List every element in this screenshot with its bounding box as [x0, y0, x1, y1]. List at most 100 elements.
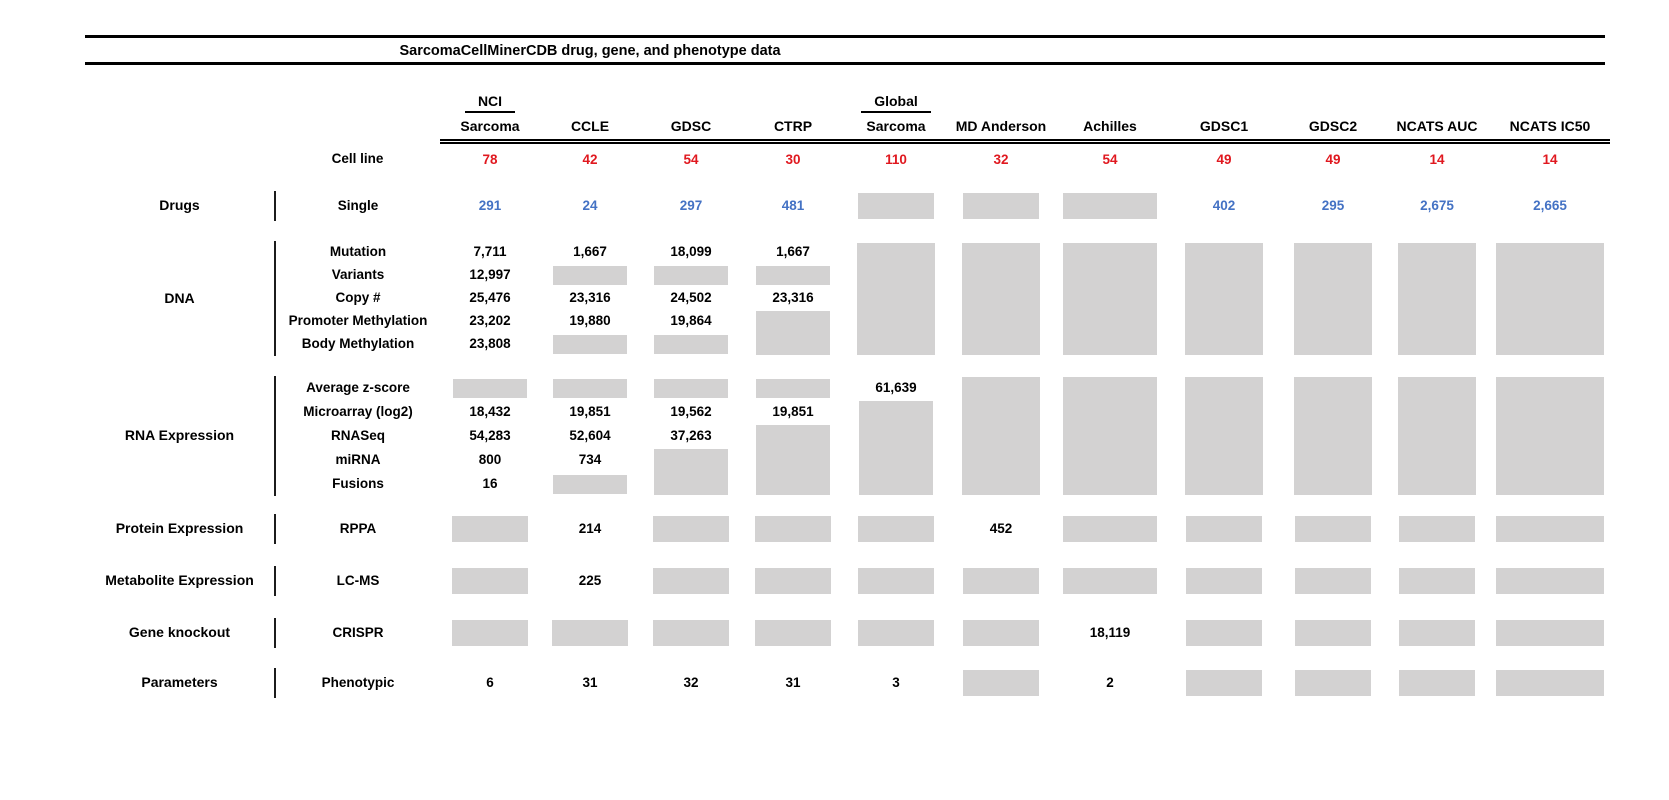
row-label: Cell line	[331, 150, 384, 166]
missing-data-box	[654, 449, 728, 495]
value-cell: 52,604	[569, 427, 611, 443]
value-cell: 19,562	[670, 403, 712, 419]
missing-data-box	[1399, 620, 1475, 646]
missing-data-box	[755, 568, 831, 594]
missing-data-box	[756, 311, 830, 355]
value-cell: 452	[989, 520, 1013, 536]
table-row-drugs-single: Drugs Single 291 24 297 481 402 295 2,67…	[85, 191, 1610, 221]
value-cell: 32	[683, 674, 699, 690]
value-cell: 19,864	[670, 313, 712, 329]
table-row-metabolite-lcms: Metabolite Expression LC-MS 225	[85, 566, 1610, 596]
missing-data-box	[653, 516, 729, 542]
missing-data-box	[654, 266, 728, 285]
row-label: RPPA	[339, 520, 377, 536]
row-label: Copy #	[335, 290, 381, 306]
column-header: GDSC2	[1282, 115, 1384, 144]
value-cell: 18,119	[1089, 624, 1131, 640]
column-header: Sarcoma	[844, 115, 948, 144]
table-row-dna-copy-number: Copy # 25,476 23,316 24,502 23,316	[85, 287, 1610, 310]
missing-data-box	[1186, 620, 1262, 646]
missing-data-box	[1186, 670, 1262, 696]
missing-data-box	[963, 193, 1039, 219]
value-cell: 23,202	[469, 313, 511, 329]
value-cell: 800	[478, 451, 502, 467]
column-header: NCATS AUC	[1384, 115, 1490, 144]
value-cell: 12,997	[469, 267, 511, 283]
value-cell: 291	[478, 197, 502, 213]
column-header: Achilles	[1054, 115, 1166, 144]
cell-line-count: 78	[482, 151, 498, 167]
value-cell: 23,316	[569, 290, 611, 306]
table-row-dna-mutation: DNA Mutation 7,711 1,667 18,099 1,667	[85, 241, 1610, 356]
category-label: Drugs	[85, 191, 276, 221]
table-row-rna-average-zscore: RNA Expression Average z-score 61,639	[85, 376, 1610, 496]
value-cell: 16	[482, 475, 498, 491]
column-header: MD Anderson	[948, 115, 1054, 144]
value-cell: 23,316	[772, 290, 814, 306]
missing-data-box	[1496, 242, 1604, 355]
cell-line-count: 54	[1102, 151, 1118, 167]
missing-data-box	[963, 670, 1039, 696]
missing-data-box	[453, 378, 527, 398]
missing-data-box	[963, 568, 1039, 594]
value-cell: 19,851	[772, 403, 814, 419]
missing-data-box	[1063, 568, 1157, 594]
row-label: Single	[337, 197, 379, 213]
value-cell: 481	[781, 197, 805, 213]
row-label: Microarray (log2)	[303, 403, 413, 419]
value-cell: 2,675	[1420, 197, 1454, 213]
title-band: SarcomaCellMinerCDB drug, gene, and phen…	[85, 35, 1605, 65]
data-availability-table: NCI Global Sarcoma CCLE GDSC CTRP Sarcom…	[85, 89, 1610, 698]
value-cell: 297	[679, 197, 703, 213]
category-label: DNA	[85, 241, 276, 356]
table-row-rna-microarray: Microarray (log2) 18,432 19,851 19,562 1…	[85, 400, 1610, 495]
missing-data-box	[1294, 242, 1372, 355]
missing-data-box	[1398, 242, 1476, 355]
missing-data-box	[1063, 516, 1157, 542]
missing-data-box	[1496, 516, 1604, 542]
column-header: CCLE	[540, 115, 640, 144]
missing-data-box	[452, 620, 528, 646]
missing-data-box	[857, 242, 935, 355]
missing-data-box	[962, 377, 1040, 495]
page-title: SarcomaCellMinerCDB drug, gene, and phen…	[399, 43, 781, 59]
missing-data-box	[859, 401, 933, 495]
value-cell: 31	[785, 674, 801, 690]
cell-line-count: 32	[993, 151, 1009, 167]
missing-data-box	[1295, 620, 1371, 646]
missing-data-box	[1496, 620, 1604, 646]
value-cell: 31	[582, 674, 598, 690]
cell-line-count: 42	[582, 151, 598, 167]
missing-data-box	[1295, 670, 1371, 696]
missing-data-box	[1063, 193, 1157, 219]
row-label: LC-MS	[336, 572, 380, 588]
missing-data-box	[1496, 670, 1604, 696]
missing-data-box	[654, 335, 728, 354]
data-table-figure: SarcomaCellMinerCDB drug, gene, and phen…	[85, 35, 1610, 698]
missing-data-box	[858, 568, 934, 594]
value-cell: 1,667	[776, 244, 810, 260]
row-label: RNASeq	[330, 427, 385, 443]
table-row: NCI Global	[85, 89, 1610, 115]
missing-data-box	[553, 378, 627, 398]
column-header: NCATS IC50	[1490, 115, 1610, 144]
cell-line-count: 49	[1325, 151, 1341, 167]
value-cell: 25,476	[469, 290, 511, 306]
missing-data-box	[653, 568, 729, 594]
spacer-row	[85, 356, 1610, 376]
missing-data-box	[858, 516, 934, 542]
row-label: miRNA	[335, 451, 381, 467]
missing-data-box	[1063, 242, 1157, 355]
row-label: Average z-score	[306, 379, 410, 395]
missing-data-box	[1294, 377, 1372, 495]
missing-data-box	[1398, 377, 1476, 495]
missing-data-box	[1295, 516, 1371, 542]
missing-data-box	[962, 242, 1040, 355]
category-label: Metabolite Expression	[85, 566, 276, 596]
value-cell: 61,639	[875, 379, 917, 395]
category-label: Gene knockout	[85, 618, 276, 648]
cell-line-count: 49	[1216, 151, 1232, 167]
cell-line-count: 14	[1429, 151, 1445, 167]
cell-line-count: 54	[683, 151, 699, 167]
missing-data-box	[653, 620, 729, 646]
